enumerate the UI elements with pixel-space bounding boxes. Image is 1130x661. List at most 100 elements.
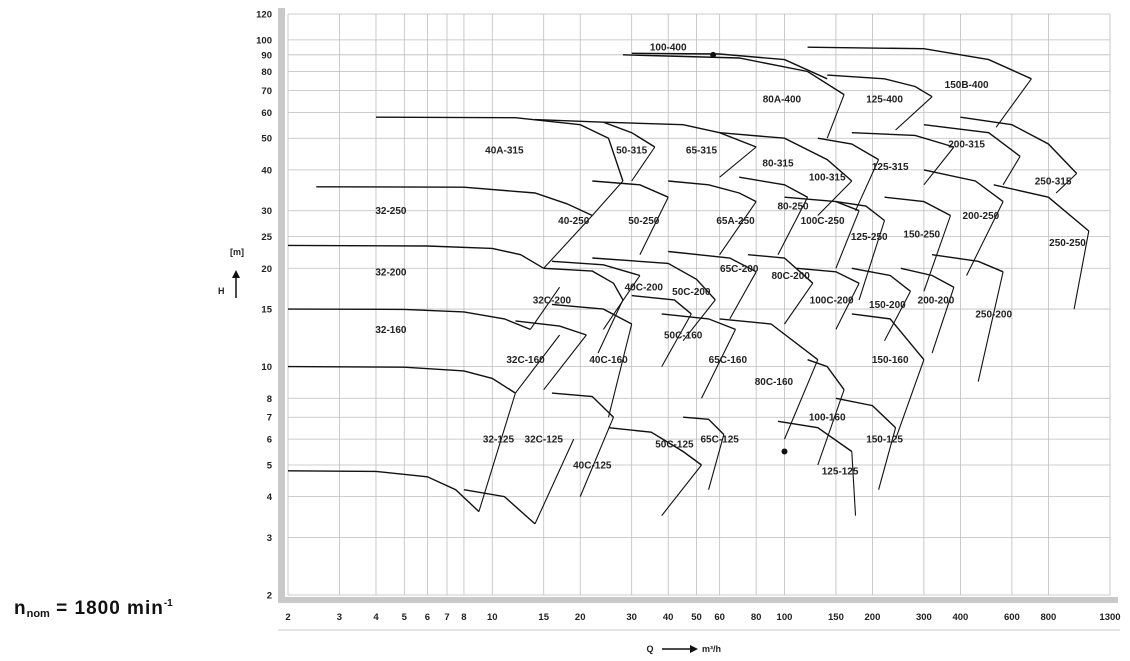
series-label: 80-315 bbox=[762, 158, 794, 169]
series-label: 80C-160 bbox=[755, 377, 794, 388]
x-tick-label: 15 bbox=[538, 612, 549, 623]
speed-value: = 1800 min bbox=[49, 598, 164, 619]
curve-80-250 bbox=[739, 176, 808, 198]
curve-100c-200 bbox=[796, 267, 860, 284]
point-marker bbox=[781, 448, 788, 455]
curve-200-315 bbox=[923, 124, 1021, 157]
y-tick-label: 7 bbox=[267, 413, 272, 424]
x-tick-label: 200 bbox=[865, 612, 881, 623]
edge-250-315 bbox=[1055, 173, 1078, 194]
edge-100c-200 bbox=[835, 282, 860, 330]
edge-200-250 bbox=[966, 201, 1004, 276]
x-tick-label: 5 bbox=[402, 612, 408, 623]
series-label: 40A-315 bbox=[485, 146, 524, 157]
series-label: 250-200 bbox=[975, 309, 1012, 320]
y-tick-label: 70 bbox=[261, 86, 272, 97]
x-tick-label: 150 bbox=[828, 612, 844, 623]
curve-40a-315 bbox=[316, 186, 593, 217]
edge-150b-400 bbox=[995, 78, 1032, 128]
series-label: 125-125 bbox=[822, 466, 859, 477]
curve-100-160 bbox=[807, 359, 845, 391]
edge-250-250 bbox=[1073, 230, 1090, 310]
series-label: 32-160 bbox=[375, 325, 407, 336]
edge-50c-125 bbox=[661, 464, 702, 516]
x-axis-arrowhead bbox=[690, 645, 698, 653]
edge-40c-125 bbox=[579, 416, 615, 497]
series-label: 100C-200 bbox=[810, 295, 854, 306]
point-marker bbox=[710, 51, 717, 58]
y-axis-label: H bbox=[218, 286, 225, 296]
y-tick-label: 30 bbox=[261, 206, 272, 217]
y-tick-label: 6 bbox=[267, 435, 272, 446]
series-label: 150-160 bbox=[872, 355, 909, 366]
curve-50c-200 bbox=[592, 257, 716, 301]
curve-150b-400 bbox=[807, 46, 1032, 80]
series-label: 65C-160 bbox=[709, 355, 748, 366]
series-label: 200-250 bbox=[963, 211, 1000, 222]
series-label: 100-160 bbox=[809, 413, 846, 424]
series-label: 32-125 bbox=[483, 435, 515, 446]
series-label: 80-250 bbox=[777, 202, 809, 213]
series-label: 40C-125 bbox=[573, 460, 612, 471]
edge-32-250 bbox=[543, 215, 593, 269]
edge-40a-315 bbox=[591, 180, 624, 216]
x-tick-label: 6 bbox=[425, 612, 430, 623]
x-tick-label: 2 bbox=[285, 612, 290, 623]
edge-250-200 bbox=[977, 271, 1004, 382]
x-tick-label: 1300 bbox=[1099, 612, 1120, 623]
curve-200-200 bbox=[900, 267, 955, 288]
edge-125-400 bbox=[895, 96, 933, 131]
series-label: 150-250 bbox=[903, 229, 940, 240]
edge-65c-200 bbox=[729, 271, 757, 320]
x-tick-label: 80 bbox=[751, 612, 762, 623]
series-label: 100C-250 bbox=[801, 216, 845, 227]
curve-50c-160 bbox=[631, 294, 692, 315]
curve-65-315 bbox=[603, 121, 757, 148]
x-tick-label: 10 bbox=[487, 612, 498, 623]
edge-100c-250 bbox=[835, 210, 860, 269]
series-label: 32C-200 bbox=[533, 295, 572, 306]
series-label: 125-315 bbox=[872, 162, 909, 173]
series-label: 150-125 bbox=[866, 435, 903, 446]
edge-80-315 bbox=[817, 180, 853, 216]
x-axis-label: Q bbox=[646, 644, 653, 654]
y-tick-label: 25 bbox=[261, 232, 272, 243]
series-label: 80C-200 bbox=[771, 271, 810, 282]
curve-150-250 bbox=[884, 196, 951, 217]
x-tick-label: 50 bbox=[691, 612, 702, 623]
y-tick-label: 100 bbox=[256, 35, 272, 46]
speed-symbol: n bbox=[14, 598, 27, 619]
curve-250-200 bbox=[932, 254, 1004, 273]
x-axis-unit: m³/h bbox=[702, 644, 721, 654]
speed-subscript: nom bbox=[26, 608, 50, 620]
edge-32-160 bbox=[514, 334, 561, 394]
series-label: 100-315 bbox=[809, 173, 846, 184]
y-tick-label: 60 bbox=[261, 108, 272, 119]
edge-80-250 bbox=[777, 196, 809, 255]
curve-125-125 bbox=[777, 420, 853, 453]
edge-32c-160 bbox=[543, 334, 587, 391]
series-label: 32C-160 bbox=[506, 355, 545, 366]
curve-32-250 bbox=[287, 244, 545, 269]
y-tick-label: 20 bbox=[261, 264, 272, 275]
x-tick-label: 60 bbox=[714, 612, 725, 623]
curve-250-250 bbox=[993, 184, 1090, 232]
axis-frame bbox=[278, 8, 1120, 631]
x-tick-label: 20 bbox=[575, 612, 586, 623]
label-layer: 32-125 32-160 32-200 32-250 40A-315 40-250 50-… bbox=[375, 43, 1086, 478]
curve-layer bbox=[287, 46, 1090, 525]
x-tick-label: 600 bbox=[1004, 612, 1020, 623]
edge-80c-160 bbox=[783, 359, 819, 440]
series-label: 32-250 bbox=[375, 206, 407, 217]
series-label: 100-400 bbox=[650, 43, 687, 54]
tick-layer: 2 3 4 5 6 7 8 10 15 20 30 40 50 60 80 100 150 200 300 400 60… bbox=[256, 10, 1120, 624]
edge-50c-160 bbox=[661, 313, 692, 367]
curve-50c-125 bbox=[608, 427, 702, 466]
edge-50-250 bbox=[639, 196, 669, 255]
edge-100-160 bbox=[817, 389, 845, 466]
edge-65a-250 bbox=[719, 201, 757, 256]
x-tick-label: 30 bbox=[626, 612, 637, 623]
edge-125-250 bbox=[858, 220, 886, 301]
